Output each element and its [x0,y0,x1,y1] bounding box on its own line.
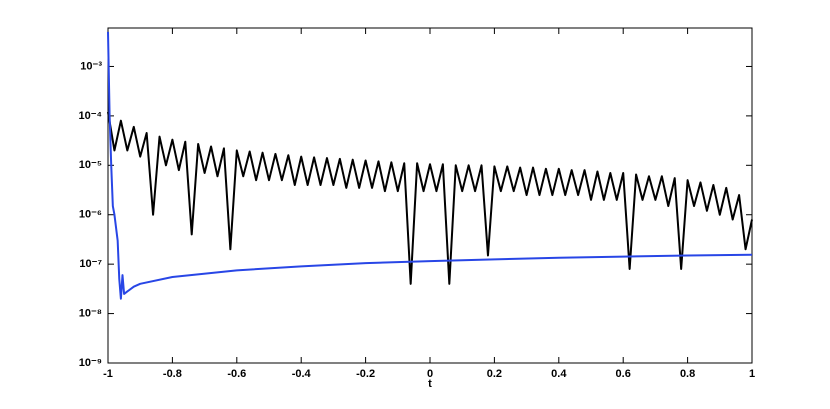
x-tick-label: -0.8 [163,368,182,380]
x-tick-label: 0.2 [487,368,502,380]
x-axis-label: t [428,378,432,390]
x-tick-label: 1 [749,368,755,380]
y-tick-label: 10⁻⁵ [79,159,102,171]
series-line [107,111,753,285]
x-tick-label: 0 [427,368,433,380]
x-tick-label: 0.4 [551,368,567,380]
y-tick-label: 10⁻⁹ [79,357,102,369]
y-tick-label: 10⁻⁷ [79,258,102,270]
x-tick-label: -1 [103,368,113,380]
x-tick-label: -0.2 [356,368,375,380]
series-line [107,31,753,300]
x-tick-label: -0.4 [292,368,312,380]
y-tick-label: 10⁻⁶ [79,209,102,221]
y-tick-label: 10⁻⁸ [79,307,102,319]
x-tick-label: -0.6 [227,368,246,380]
y-tick-label: 10⁻³ [80,60,102,72]
axes-box [107,27,753,364]
x-tick-label: 0.6 [616,368,631,380]
x-tick-label: 0.8 [680,368,695,380]
y-tick-label: 10⁻⁴ [79,110,102,122]
